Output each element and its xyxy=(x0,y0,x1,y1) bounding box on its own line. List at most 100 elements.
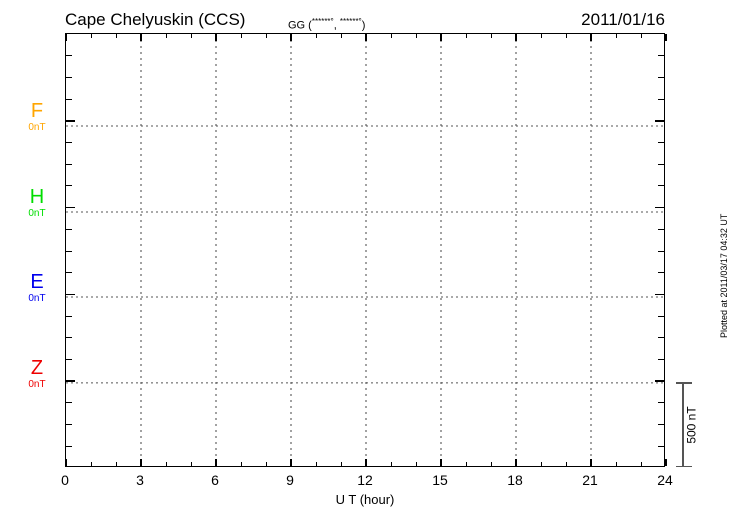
x-tick-bottom-8 xyxy=(265,462,267,466)
x-tick-top-10 xyxy=(315,34,317,38)
y-tick-right-15 xyxy=(658,359,664,360)
component-letter-f: F xyxy=(30,100,44,122)
scale-bar-cap-top xyxy=(676,382,692,384)
x-tick-top-14 xyxy=(415,34,417,38)
x-tick-label-0: 0 xyxy=(61,472,69,488)
coord-open-paren: ( xyxy=(305,19,312,32)
y-tick-right-16 xyxy=(655,380,664,382)
x-tick-bottom-15 xyxy=(440,459,442,466)
x-tick-top-5 xyxy=(190,34,192,38)
component-label-h: H 0nT xyxy=(14,187,60,220)
plotted-at-stamp: Plotted at 2011/03/17 04:32 UT xyxy=(719,213,729,338)
x-tick-bottom-17 xyxy=(490,462,492,466)
component-letter-e: E xyxy=(30,271,44,293)
plotted-at-stamp-wrap: Plotted at 2011/03/17 04:32 UT xyxy=(706,214,729,488)
y-tick-right-13 xyxy=(658,315,664,317)
x-tick-bottom-21 xyxy=(590,459,592,466)
plot-area xyxy=(65,33,667,467)
x-tick-bottom-18 xyxy=(515,459,517,466)
scale-bar-label-wrap: 500 nT xyxy=(684,382,700,467)
component-label-z: Z 0nT xyxy=(14,358,60,391)
component-baseline-value-z: 0nT xyxy=(28,378,46,390)
y-tick-right-11 xyxy=(658,272,664,274)
y-tick-right-12 xyxy=(655,293,664,296)
y-tick-right-7 xyxy=(658,185,664,187)
y-tick-right-19 xyxy=(658,445,664,447)
observation-date: 2011/01/16 xyxy=(581,10,665,29)
y-tick-left-10 xyxy=(66,250,72,252)
y-tick-right-3 xyxy=(658,98,664,100)
x-tick-top-0 xyxy=(65,34,67,41)
x-tick-label-15: 15 xyxy=(432,472,448,488)
coordinate-subtitle: GG (******°, ******°) xyxy=(288,15,365,33)
x-tick-top-11 xyxy=(340,34,342,38)
component-baseline-value-h: 0nT xyxy=(28,207,46,219)
y-tick-right-5 xyxy=(658,142,664,143)
x-tick-top-8 xyxy=(265,34,267,38)
x-tick-bottom-11 xyxy=(340,462,342,466)
y-tick-left-3 xyxy=(66,98,72,100)
scale-bar-label: 500 nT xyxy=(685,405,700,444)
component-letter-z: Z xyxy=(30,356,44,379)
x-tick-bottom-9 xyxy=(290,459,292,466)
scale-bar xyxy=(676,382,692,467)
y-tick-left-13 xyxy=(66,315,72,317)
x-tick-bottom-3 xyxy=(140,459,142,466)
x-axis-title: U T (hour) xyxy=(335,492,395,507)
y-tick-left-5 xyxy=(66,142,72,143)
x-tick-top-21 xyxy=(590,34,592,41)
x-tick-top-6 xyxy=(215,34,217,41)
gridlines xyxy=(66,34,664,466)
x-tick-top-16 xyxy=(465,34,467,38)
coord-system-label: GG xyxy=(288,19,306,32)
coord-longitude: ******° xyxy=(339,17,362,26)
x-tick-bottom-24 xyxy=(665,459,667,466)
y-tick-left-9 xyxy=(66,228,72,230)
x-tick-label-3: 3 xyxy=(136,472,144,488)
y-tick-right-2 xyxy=(658,76,664,78)
x-tick-top-23 xyxy=(640,34,642,38)
x-tick-label-6: 6 xyxy=(211,472,219,488)
x-tick-top-19 xyxy=(540,34,542,38)
coord-close-paren: ) xyxy=(361,19,366,32)
y-tick-right-14 xyxy=(658,337,664,339)
x-tick-bottom-14 xyxy=(415,462,417,466)
x-tick-label-9: 9 xyxy=(286,472,294,488)
x-tick-bottom-23 xyxy=(640,462,642,466)
x-tick-top-1 xyxy=(90,34,92,38)
y-tick-left-12 xyxy=(66,293,75,296)
y-tick-right-1 xyxy=(658,55,664,57)
y-tick-left-6 xyxy=(66,163,72,165)
x-tick-bottom-22 xyxy=(615,462,617,466)
x-tick-top-2 xyxy=(115,34,117,38)
y-tick-left-18 xyxy=(66,424,72,426)
x-tick-top-20 xyxy=(565,34,567,38)
x-tick-bottom-7 xyxy=(240,462,242,466)
y-tick-left-19 xyxy=(66,445,72,447)
y-tick-right-9 xyxy=(658,228,664,230)
x-tick-bottom-12 xyxy=(365,459,367,466)
x-tick-top-12 xyxy=(365,34,367,41)
x-tick-label-24: 24 xyxy=(657,472,673,488)
x-tick-top-22 xyxy=(615,34,617,38)
component-label-f: F 0nT xyxy=(14,101,60,134)
x-tick-top-18 xyxy=(515,34,517,41)
x-tick-bottom-2 xyxy=(115,462,117,466)
x-tick-bottom-5 xyxy=(190,462,192,466)
y-tick-right-8 xyxy=(655,206,664,209)
x-tick-bottom-19 xyxy=(540,462,542,466)
component-baseline-value-f: 0nT xyxy=(28,122,46,133)
x-tick-top-24 xyxy=(665,34,667,41)
x-tick-bottom-20 xyxy=(565,462,567,466)
coord-separator: , xyxy=(333,19,340,32)
component-baseline-value-e: 0nT xyxy=(28,293,46,304)
x-tick-bottom-0 xyxy=(65,459,67,466)
x-tick-top-4 xyxy=(165,34,167,38)
y-tick-right-17 xyxy=(658,402,664,404)
x-tick-label-12: 12 xyxy=(357,472,373,488)
y-tick-left-2 xyxy=(66,76,72,78)
y-tick-left-15 xyxy=(66,359,72,360)
y-tick-left-4 xyxy=(66,120,75,122)
x-tick-bottom-4 xyxy=(165,462,167,466)
y-tick-left-16 xyxy=(66,380,75,382)
